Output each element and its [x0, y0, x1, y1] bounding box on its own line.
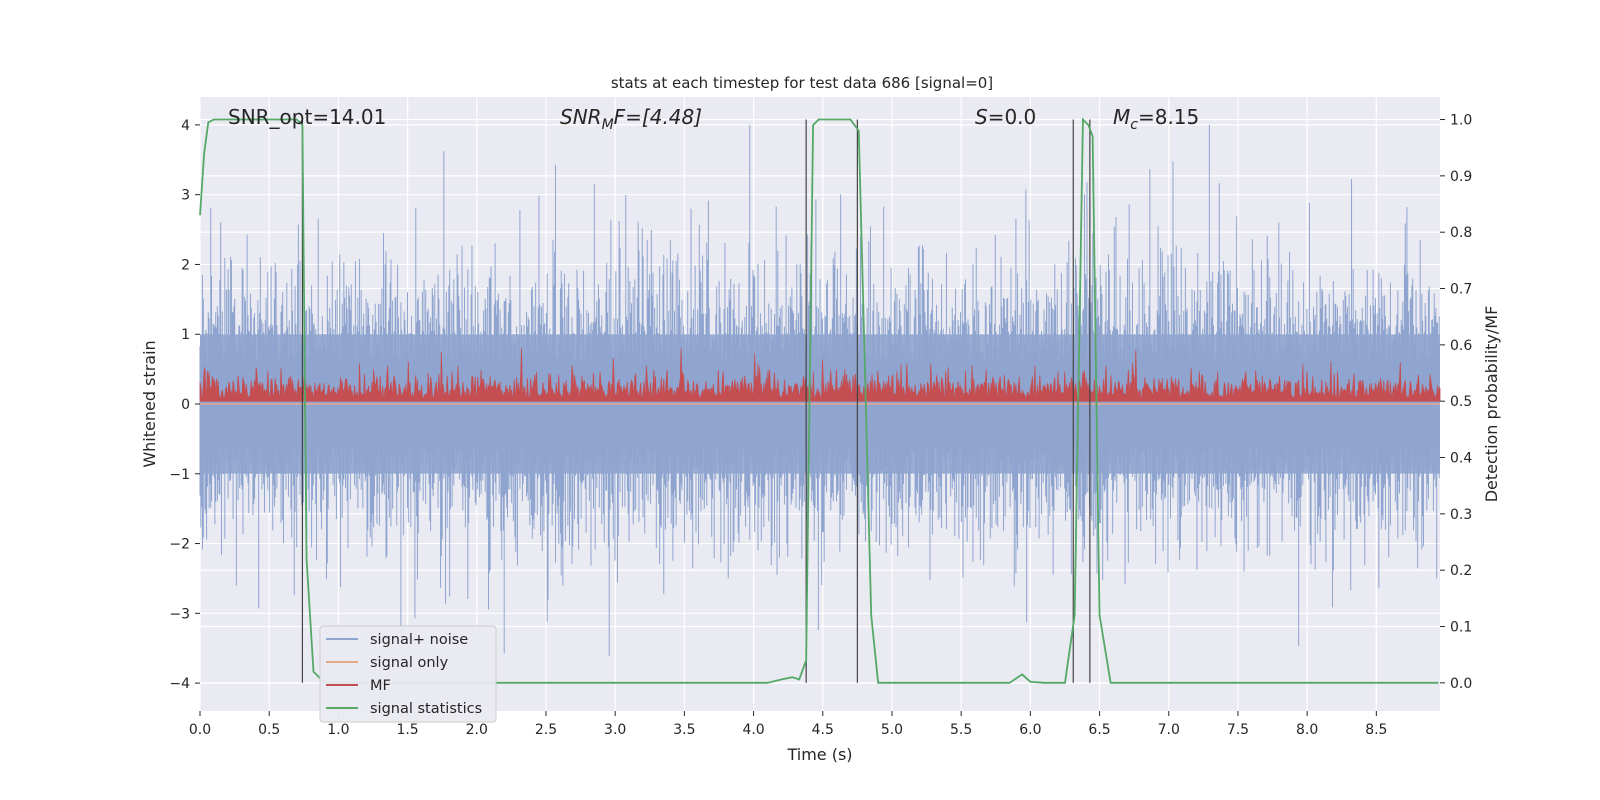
y-right-tick-label: 1.0	[1450, 113, 1472, 129]
x-axis-label: Time (s)	[786, 745, 852, 764]
y-right-tick-label: 0.0	[1450, 676, 1472, 692]
y-axis-right-label: Detection probability/MF	[1482, 306, 1501, 503]
y-right-tick-label: 0.7	[1450, 282, 1472, 298]
x-tick-label: 5.5	[950, 722, 972, 738]
signal-statistics-series	[199, 117, 1439, 684]
x-tick-label: 5.0	[881, 722, 903, 738]
y-right-tick-label: 0.5	[1450, 394, 1472, 410]
annotation-snr-opt: SNR_opt=14.01	[228, 105, 386, 129]
legend-label-signal-only: signal only	[370, 655, 449, 671]
annotation-snr-mf: SNRMF=[4.48]	[560, 105, 702, 133]
y-left-tick-label: −2	[169, 537, 190, 553]
mf-trace	[199, 348, 1441, 402]
legend-label-noise: signal+ noise	[370, 632, 468, 648]
x-tick-label: 3.5	[673, 722, 695, 738]
y-axis-right-ticks: 0.0 0.1 0.2 0.3 0.4 0.5 0.6 0.7 0.8 0.9 1.0	[1440, 113, 1472, 692]
legend-label-stats: signal statistics	[370, 701, 482, 717]
x-tick-label: 4.0	[742, 722, 764, 738]
y-right-tick-label: 0.2	[1450, 563, 1472, 579]
x-tick-label: 8.5	[1365, 722, 1387, 738]
y-left-tick-label: 0	[181, 397, 190, 413]
y-axis-left-label: Whitened strain	[140, 340, 159, 467]
x-tick-label: 7.5	[1227, 722, 1249, 738]
y-left-tick-label: −4	[169, 676, 190, 692]
x-tick-label: 6.5	[1088, 722, 1110, 738]
y-right-tick-label: 0.6	[1450, 338, 1472, 354]
x-tick-label: 0.0	[189, 722, 211, 738]
legend-label-mf: MF	[370, 678, 391, 694]
x-tick-label: 8.0	[1296, 722, 1318, 738]
annotation-s: S=0.0	[975, 105, 1036, 129]
mf-series	[199, 348, 1441, 402]
x-tick-label: 2.0	[466, 722, 488, 738]
y-right-tick-label: 0.9	[1450, 169, 1472, 185]
legend-box	[319, 625, 497, 723]
x-tick-label: 1.0	[327, 722, 349, 738]
y-right-tick-label: 0.8	[1450, 225, 1472, 241]
y-left-tick-label: 3	[181, 188, 190, 204]
annotation-mc: Mc=8.15	[1113, 105, 1199, 133]
x-tick-label: 0.5	[258, 722, 280, 738]
x-tick-label: 2.5	[535, 722, 557, 738]
y-left-tick-label: 1	[181, 327, 190, 343]
y-right-tick-label: 0.3	[1450, 507, 1472, 523]
y-left-tick-label: 4	[181, 118, 190, 134]
x-tick-label: 6.0	[1019, 722, 1041, 738]
x-axis-ticks: 0.0 0.5 1.0 1.5 2.0 2.5 3.0 3.5 4.0 4.5 5.0 5.5 6.0 6…	[189, 711, 1387, 738]
x-tick-label: 1.5	[396, 722, 418, 738]
y-left-tick-label: 2	[181, 257, 190, 273]
x-tick-label: 3.0	[604, 722, 626, 738]
y-axis-left-ticks: −4 −3 −2 −1 0 1 2 3 4	[169, 118, 200, 692]
y-left-tick-label: −1	[169, 467, 190, 483]
legend: signal+ noise signal only MF signal stat…	[319, 625, 497, 723]
x-tick-label: 7.0	[1158, 722, 1180, 738]
chart-title: stats at each timestep for test data 686…	[611, 74, 993, 92]
x-tick-label: 4.5	[812, 722, 834, 738]
y-left-tick-label: −3	[169, 606, 190, 622]
y-right-tick-label: 0.4	[1450, 451, 1472, 467]
y-right-tick-label: 0.1	[1450, 620, 1472, 636]
